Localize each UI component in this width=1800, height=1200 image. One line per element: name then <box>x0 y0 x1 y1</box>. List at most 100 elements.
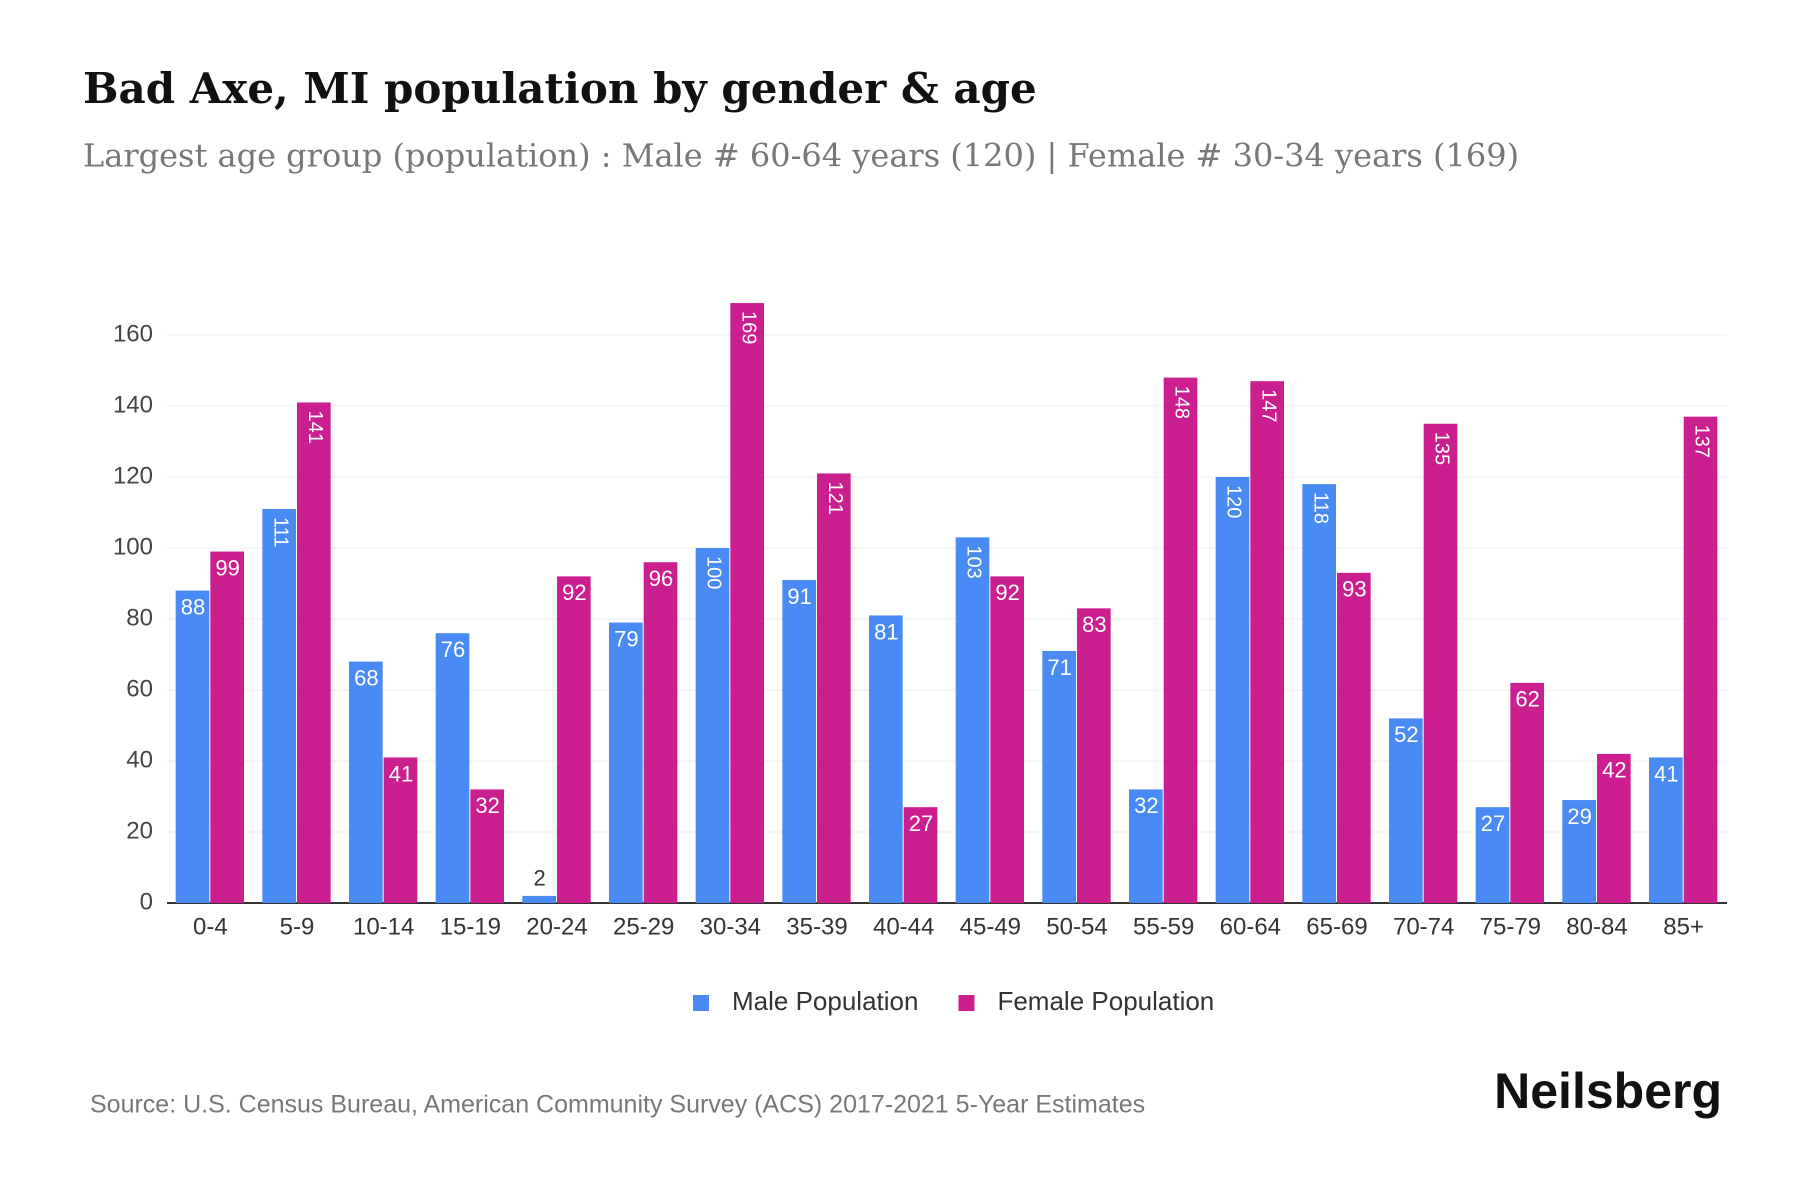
bar <box>955 537 990 903</box>
data-label: 79 <box>614 626 638 651</box>
x-tick-label: 75-79 <box>1480 913 1541 940</box>
x-tick-label: 0-4 <box>193 913 228 940</box>
y-tick-label: 120 <box>113 462 153 489</box>
bar <box>1683 416 1718 903</box>
data-label: 100 <box>703 556 725 589</box>
bar <box>1649 757 1683 903</box>
bar <box>470 789 504 903</box>
bar <box>262 508 296 903</box>
x-tick-label: 65-69 <box>1306 913 1367 940</box>
chart-subtitle: Largest age group (population) : Male # … <box>83 137 1519 175</box>
legend-swatch <box>958 995 975 1011</box>
x-tick-label: 35-39 <box>786 913 847 940</box>
data-label: 62 <box>1515 687 1539 712</box>
data-label: 32 <box>475 793 499 818</box>
bar <box>1215 477 1250 903</box>
data-label: 148 <box>1171 386 1193 419</box>
x-tick-label: 5-9 <box>280 913 315 940</box>
bar <box>1510 682 1544 903</box>
bar <box>1250 381 1284 903</box>
bar <box>1077 608 1111 903</box>
bar <box>1389 718 1423 903</box>
data-label: 135 <box>1431 432 1453 465</box>
y-tick-label: 60 <box>126 675 153 702</box>
x-tick-label: 50-54 <box>1046 913 1107 940</box>
data-label: 141 <box>304 410 326 443</box>
bar <box>903 807 938 903</box>
y-tick-label: 140 <box>113 391 153 418</box>
data-label: 137 <box>1691 425 1713 458</box>
chart-title: Bad Axe, MI population by gender & age <box>83 64 1037 113</box>
data-label: 88 <box>181 594 205 619</box>
x-tick-label: 20-24 <box>526 913 587 940</box>
x-tick-label: 25-29 <box>613 913 674 940</box>
bar <box>869 615 903 903</box>
legend-swatch <box>693 995 709 1011</box>
data-label: 96 <box>649 566 673 591</box>
data-label: 169 <box>737 311 759 344</box>
bar <box>522 895 556 903</box>
x-tick-label: 60-64 <box>1220 913 1281 940</box>
data-label: 71 <box>1047 655 1071 680</box>
data-label: 32 <box>1134 793 1158 818</box>
bar <box>210 551 244 903</box>
data-label: 76 <box>441 637 465 662</box>
bar <box>349 661 383 903</box>
bar <box>1423 423 1458 903</box>
data-label: 92 <box>995 580 1019 605</box>
data-label: 121 <box>824 481 846 514</box>
x-tick-label: 30-34 <box>700 913 761 940</box>
x-tick-label: 85+ <box>1663 913 1704 940</box>
data-label: 42 <box>1602 758 1626 783</box>
data-label: 118 <box>1309 492 1331 524</box>
bar <box>817 473 851 903</box>
bar <box>609 622 643 903</box>
x-tick-label: 80-84 <box>1566 913 1627 940</box>
data-label: 41 <box>389 761 413 786</box>
bar <box>990 576 1024 903</box>
data-label: 29 <box>1567 804 1591 829</box>
data-label: 27 <box>909 811 933 836</box>
data-label: 91 <box>787 584 811 609</box>
bar <box>1302 484 1336 903</box>
bar <box>643 562 678 903</box>
bar <box>1597 753 1631 903</box>
legend-label: Male Population <box>732 986 918 1016</box>
data-label: 2 <box>534 866 546 891</box>
brand-logo: Neilsberg <box>1494 1063 1722 1119</box>
bar <box>1475 807 1510 903</box>
data-label: 27 <box>1481 811 1505 836</box>
bar <box>1562 800 1596 903</box>
x-tick-label: 15-19 <box>440 913 501 940</box>
bar <box>730 303 764 903</box>
data-label: 103 <box>963 545 985 578</box>
bar <box>1337 572 1371 903</box>
bar <box>1163 377 1198 904</box>
y-tick-label: 80 <box>126 604 153 631</box>
bar <box>1042 650 1076 903</box>
source: Source: U.S. Census Bureau, American Com… <box>90 1091 1145 1119</box>
bar <box>1129 789 1163 903</box>
y-tick-label: 20 <box>126 817 153 844</box>
data-label: 68 <box>354 665 378 690</box>
data-label: 41 <box>1654 761 1678 786</box>
legend-label: Female Population <box>997 986 1214 1016</box>
data-label: 93 <box>1342 577 1366 602</box>
y-tick-label: 100 <box>113 533 153 560</box>
data-label: 147 <box>1257 389 1279 422</box>
bar <box>695 548 730 903</box>
bar <box>383 757 418 903</box>
x-tick-label: 55-59 <box>1133 913 1194 940</box>
y-tick-label: 40 <box>126 746 153 773</box>
x-tick-label: 70-74 <box>1393 913 1454 940</box>
x-tick-label: 40-44 <box>873 913 934 940</box>
bar <box>782 579 816 903</box>
data-label: 83 <box>1082 612 1106 637</box>
y-tick-label: 0 <box>140 888 153 915</box>
bar <box>435 633 470 903</box>
data-label: 111 <box>269 517 291 547</box>
x-tick-label: 45-49 <box>960 913 1021 940</box>
bar <box>297 402 331 903</box>
